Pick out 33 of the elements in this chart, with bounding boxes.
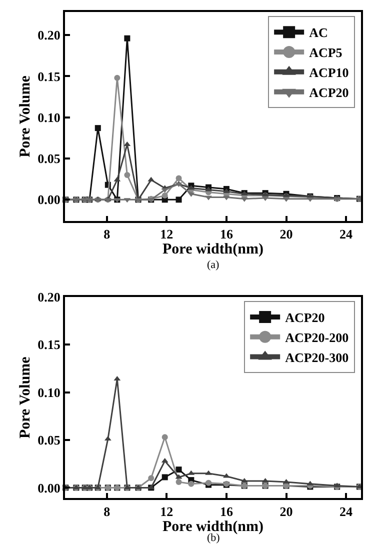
y-tick-label: 0.05 bbox=[38, 151, 61, 166]
y-tick-label: 0.00 bbox=[38, 192, 60, 208]
y-axis-title: Pore Volume bbox=[17, 356, 34, 438]
x-tick-label: 20 bbox=[280, 504, 293, 519]
y-tick-label: 0.20 bbox=[38, 290, 60, 305]
legend-label: ACP20 bbox=[285, 310, 325, 326]
y-axis-title: Pore Volume bbox=[17, 75, 34, 158]
y-tick-label: 0.10 bbox=[38, 384, 60, 400]
x-axis-title: Pore width(nm) bbox=[162, 242, 264, 258]
y-tick-label: 0.15 bbox=[38, 337, 61, 352]
x-tick-label: 12 bbox=[160, 226, 174, 242]
legend-label: ACP20-300 bbox=[285, 350, 349, 365]
x-tick-label: 12 bbox=[160, 504, 174, 519]
legend-label: ACP10 bbox=[309, 65, 349, 80]
text: (a) bbox=[207, 259, 220, 271]
x-tick-label: 8 bbox=[104, 504, 111, 519]
y-tick-label: 0.05 bbox=[38, 432, 61, 448]
x-axis-title: Pore width(nm) bbox=[162, 518, 264, 535]
legend-label: ACP20 bbox=[309, 84, 349, 100]
text: (b) bbox=[207, 532, 220, 544]
x-tick-label: 8 bbox=[104, 226, 111, 242]
y-tick-label: 0.00 bbox=[38, 480, 60, 496]
y-tick-label: 0.10 bbox=[38, 110, 60, 125]
x-tick-label: 16 bbox=[220, 226, 234, 242]
y-tick-label: 0.15 bbox=[38, 68, 61, 84]
legend-label: ACP20-200 bbox=[285, 330, 349, 345]
x-tick-label: 24 bbox=[340, 226, 354, 242]
y-tick-label: 0.20 bbox=[38, 28, 60, 43]
legend-label: AC bbox=[309, 25, 328, 40]
x-tick-label: 20 bbox=[280, 226, 293, 242]
x-tick-label: 16 bbox=[220, 504, 234, 519]
legend-label: ACP5 bbox=[309, 45, 343, 60]
x-tick-label: 24 bbox=[340, 504, 354, 519]
